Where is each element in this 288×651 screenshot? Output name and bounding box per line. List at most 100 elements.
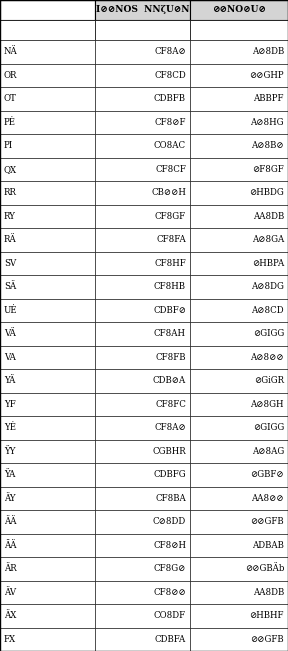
- Text: SÄ: SÄ: [4, 283, 16, 291]
- Bar: [190, 416, 288, 439]
- Text: CDB⊘A: CDB⊘A: [153, 376, 186, 385]
- Text: A⊘8HG: A⊘8HG: [251, 118, 284, 127]
- Bar: [0, 628, 95, 651]
- Bar: [190, 346, 288, 369]
- Bar: [190, 87, 288, 111]
- Text: CDBFG: CDBFG: [154, 470, 186, 479]
- Text: ÄV: ÄV: [4, 588, 16, 597]
- Text: CF8BA: CF8BA: [155, 493, 186, 503]
- Bar: [95, 439, 190, 463]
- Bar: [190, 628, 288, 651]
- Bar: [95, 0, 190, 20]
- Text: ĀÄ: ĀÄ: [4, 541, 16, 549]
- Bar: [95, 557, 190, 581]
- Text: A⊘8B⊘: A⊘8B⊘: [251, 141, 284, 150]
- Text: CF8HF: CF8HF: [154, 258, 186, 268]
- Bar: [0, 275, 95, 299]
- Text: CDBF⊘: CDBF⊘: [153, 306, 186, 314]
- Text: A⊘8AG: A⊘8AG: [252, 447, 284, 456]
- Text: CF8AH: CF8AH: [154, 329, 186, 339]
- Bar: [0, 346, 95, 369]
- Text: RY: RY: [4, 212, 16, 221]
- Bar: [0, 251, 95, 275]
- Bar: [95, 251, 190, 275]
- Bar: [95, 134, 190, 158]
- Text: ⊘⊘GHP: ⊘⊘GHP: [249, 71, 284, 80]
- Text: ⊘⊘GFB: ⊘⊘GFB: [250, 518, 284, 526]
- Bar: [190, 204, 288, 228]
- Bar: [190, 463, 288, 486]
- Bar: [95, 393, 190, 416]
- Text: AA8DB: AA8DB: [253, 588, 284, 597]
- Bar: [190, 134, 288, 158]
- Bar: [95, 534, 190, 557]
- Bar: [190, 0, 288, 20]
- Bar: [0, 486, 95, 510]
- Text: A⊘8GH: A⊘8GH: [251, 400, 284, 409]
- Text: CB⊘⊘H: CB⊘⊘H: [151, 188, 186, 197]
- Bar: [95, 346, 190, 369]
- Bar: [0, 369, 95, 393]
- Bar: [0, 416, 95, 439]
- Text: RÄ: RÄ: [4, 235, 17, 244]
- Text: SV: SV: [4, 258, 16, 268]
- Text: ÄÄ: ÄÄ: [4, 518, 16, 526]
- Bar: [95, 228, 190, 251]
- Bar: [95, 369, 190, 393]
- Text: ÄR: ÄR: [4, 564, 17, 574]
- Text: CF8G⊘: CF8G⊘: [154, 564, 186, 574]
- Bar: [190, 486, 288, 510]
- Bar: [190, 439, 288, 463]
- Text: A⊘8DB: A⊘8DB: [252, 48, 284, 56]
- Bar: [0, 581, 95, 604]
- Bar: [95, 40, 190, 64]
- Text: CDBFB: CDBFB: [154, 94, 186, 104]
- Text: YÄ: YÄ: [4, 376, 15, 385]
- Bar: [190, 251, 288, 275]
- Bar: [95, 181, 190, 204]
- Text: AA8⊘⊘: AA8⊘⊘: [251, 493, 284, 503]
- Bar: [95, 510, 190, 534]
- Text: CF8A⊘: CF8A⊘: [154, 423, 186, 432]
- Text: PĖ: PĖ: [4, 118, 16, 127]
- Bar: [95, 628, 190, 651]
- Bar: [0, 0, 95, 20]
- Text: CF8GF: CF8GF: [155, 212, 186, 221]
- Bar: [190, 275, 288, 299]
- Bar: [190, 158, 288, 181]
- Bar: [0, 87, 95, 111]
- Bar: [0, 64, 95, 87]
- Text: PI: PI: [4, 141, 13, 150]
- Bar: [95, 204, 190, 228]
- Bar: [190, 40, 288, 64]
- Bar: [190, 181, 288, 204]
- Bar: [190, 510, 288, 534]
- Text: I⊘⊘NOS  NNζU⊘N: I⊘⊘NOS NNζU⊘N: [96, 5, 189, 14]
- Text: CO8DF: CO8DF: [154, 611, 186, 620]
- Bar: [0, 604, 95, 628]
- Text: ŸY: ŸY: [4, 447, 16, 456]
- Text: QX: QX: [4, 165, 17, 174]
- Text: FX: FX: [4, 635, 16, 644]
- Text: CF8FC: CF8FC: [155, 400, 186, 409]
- Bar: [190, 557, 288, 581]
- Bar: [0, 181, 95, 204]
- Text: ⊘⊘GFB: ⊘⊘GFB: [250, 635, 284, 644]
- Bar: [0, 158, 95, 181]
- Text: YĖ: YĖ: [4, 423, 16, 432]
- Bar: [95, 87, 190, 111]
- Text: CDBFA: CDBFA: [155, 635, 186, 644]
- Bar: [95, 322, 190, 346]
- Bar: [190, 369, 288, 393]
- Bar: [0, 204, 95, 228]
- Bar: [0, 393, 95, 416]
- Text: A⊘8GA: A⊘8GA: [252, 235, 284, 244]
- Text: ABBPF: ABBPF: [253, 94, 284, 104]
- Text: ⊘⊘GBÄb: ⊘⊘GBÄb: [245, 564, 284, 574]
- Bar: [95, 486, 190, 510]
- Bar: [0, 322, 95, 346]
- Text: RR: RR: [4, 188, 17, 197]
- Bar: [0, 510, 95, 534]
- Bar: [190, 604, 288, 628]
- Text: A⊘8DG: A⊘8DG: [251, 283, 284, 291]
